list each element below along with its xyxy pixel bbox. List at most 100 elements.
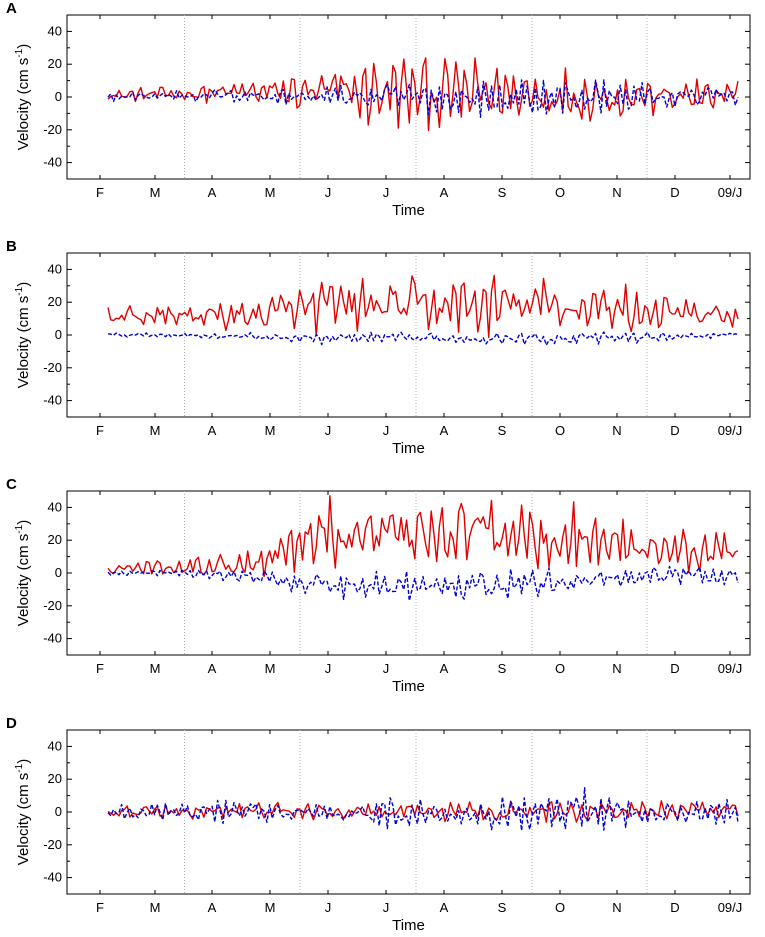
series-line-red-solid: [107, 274, 739, 339]
x-tick-label: M: [265, 185, 276, 200]
y-axis-label: Velocity (cm s-1): [14, 282, 32, 388]
plot-frame: [66, 14, 751, 180]
y-axis-label-main: Velocity (cm s: [15, 534, 32, 627]
x-tick-label: O: [555, 661, 565, 676]
x-tick-label: F: [96, 661, 104, 676]
x-tick-label: M: [150, 423, 161, 438]
x-tick-label: O: [555, 185, 565, 200]
x-tick-label: J: [325, 423, 332, 438]
y-axis-label: Velocity (cm s-1): [14, 44, 32, 150]
x-tick-label: N: [612, 185, 621, 200]
x-tick-label: A: [440, 185, 449, 200]
series-line-blue-dashed: [107, 787, 739, 832]
x-tick-label: O: [555, 423, 565, 438]
x-tick-label: J: [383, 423, 390, 438]
x-tick-label: S: [498, 185, 507, 200]
x-tick-label: S: [498, 900, 507, 915]
panel-label: D: [6, 715, 17, 732]
x-tick-label: 09/J: [718, 661, 743, 676]
x-tick-label: J: [383, 185, 390, 200]
x-tick-label: D: [670, 900, 679, 915]
x-tick-label: S: [498, 661, 507, 676]
panel-a: A 40 20 0 -20 -40 F M A M J J A S O N D 09/J Time Velocity …: [6, 0, 751, 219]
y-tick-label: 20: [48, 771, 62, 786]
y-tick-label: 40: [48, 23, 62, 38]
y-tick-label: 20: [48, 56, 62, 71]
y-axis-label-superscript: -1: [14, 524, 25, 533]
y-tick-label: -40: [43, 155, 62, 170]
panel-label: A: [6, 0, 17, 17]
panel-label: B: [6, 238, 17, 255]
y-tick-label: -20: [43, 837, 62, 852]
x-tick-label: N: [612, 661, 621, 676]
y-axis-label-close: ): [15, 520, 32, 525]
series-line-red-solid: [107, 800, 739, 823]
x-tick-label: F: [96, 423, 104, 438]
y-axis-label-superscript: -1: [14, 286, 25, 295]
x-tick-label: J: [325, 185, 332, 200]
x-tick-label: A: [440, 900, 449, 915]
y-tick-label: 0: [55, 565, 62, 580]
x-axis-label: Time: [392, 678, 425, 695]
panel-c: C 40 20 0 -20 -40 F M A M J J A S O N D 09/J Time Velocity …: [6, 476, 751, 695]
panel-d: D 40 20 0 -20 -40 F M A M J J A S O N D 09/J Time Velocity …: [6, 715, 751, 934]
x-tick-label: A: [208, 900, 217, 915]
x-tick-label: J: [325, 900, 332, 915]
y-tick-label: -40: [43, 393, 62, 408]
series-line-blue-dashed: [107, 79, 739, 119]
y-axis-label-superscript: -1: [14, 763, 25, 772]
x-tick-label: D: [670, 661, 679, 676]
x-tick-label: M: [265, 900, 276, 915]
x-tick-label: A: [208, 185, 217, 200]
x-tick-label: J: [383, 900, 390, 915]
x-tick-label: J: [325, 661, 332, 676]
y-axis-label-close: ): [15, 759, 32, 764]
y-axis-label: Velocity (cm s-1): [14, 520, 32, 626]
y-tick-label: 0: [55, 89, 62, 104]
x-tick-label: M: [150, 185, 161, 200]
y-tick-label: 40: [48, 261, 62, 276]
series-line-blue-dashed: [107, 565, 739, 602]
x-tick-label: 09/J: [718, 423, 743, 438]
y-tick-label: 40: [48, 499, 62, 514]
y-tick-label: 40: [48, 738, 62, 753]
x-tick-label: N: [612, 900, 621, 915]
panel-label: C: [6, 476, 17, 493]
y-axis-label-close: ): [15, 44, 32, 49]
y-tick-label: 0: [55, 804, 62, 819]
y-tick-label: -20: [43, 598, 62, 613]
x-tick-label: N: [612, 423, 621, 438]
y-axis-label-main: Velocity (cm s: [15, 296, 32, 389]
x-tick-label: O: [555, 900, 565, 915]
x-tick-label: D: [670, 423, 679, 438]
series-line-red-solid: [107, 495, 739, 578]
x-tick-label: M: [265, 661, 276, 676]
x-tick-label: M: [150, 900, 161, 915]
series-line-blue-dashed: [107, 331, 739, 346]
x-axis-label: Time: [392, 917, 425, 934]
x-axis-label: Time: [392, 440, 425, 457]
x-tick-label: D: [670, 185, 679, 200]
x-tick-label: A: [208, 423, 217, 438]
x-tick-label: F: [96, 900, 104, 915]
x-tick-label: J: [383, 661, 390, 676]
x-tick-label: 09/J: [718, 900, 743, 915]
y-tick-label: -20: [43, 360, 62, 375]
x-tick-label: A: [208, 661, 217, 676]
y-axis-label-main: Velocity (cm s: [15, 58, 32, 151]
y-axis-label-superscript: -1: [14, 48, 25, 57]
y-tick-label: -40: [43, 631, 62, 646]
y-tick-label: 0: [55, 327, 62, 342]
x-tick-label: A: [440, 423, 449, 438]
panel-b: B 40 20 0 -20 -40 F M A M J J A S O N D 09/J Time Velocity …: [6, 238, 751, 457]
y-axis-label: Velocity (cm s-1): [14, 759, 32, 865]
x-tick-label: M: [265, 423, 276, 438]
y-tick-label: 20: [48, 532, 62, 547]
x-tick-label: A: [440, 661, 449, 676]
x-axis-label: Time: [392, 202, 425, 219]
x-tick-label: F: [96, 185, 104, 200]
y-axis-label-close: ): [15, 282, 32, 287]
y-tick-label: -40: [43, 870, 62, 885]
x-tick-label: M: [150, 661, 161, 676]
